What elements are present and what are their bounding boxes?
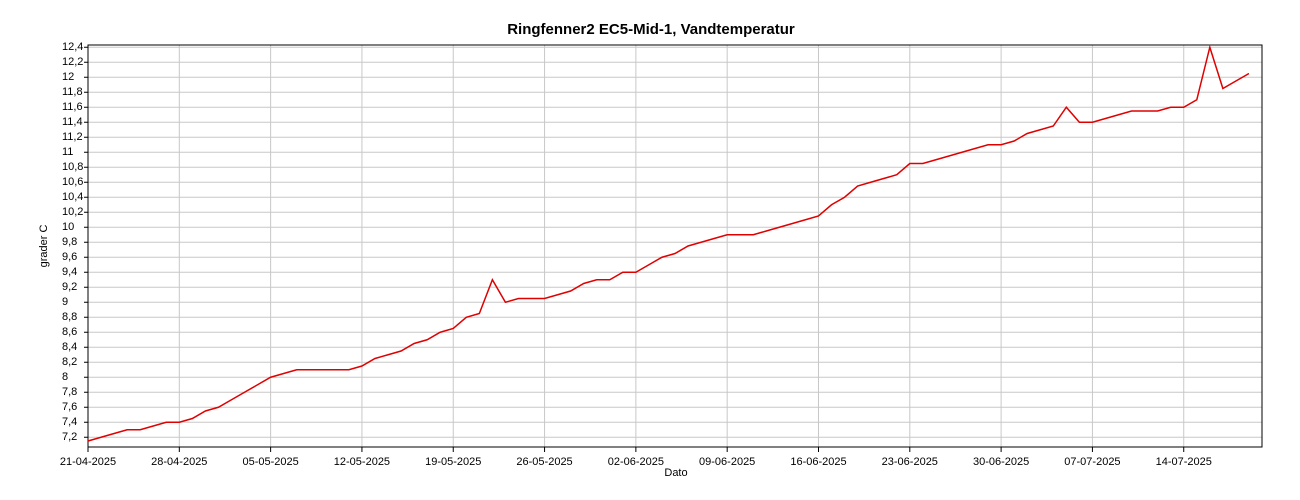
y-tick-label: 7,6 [62,401,77,413]
y-tick-label: 11,6 [62,101,83,113]
x-tick-label: 14-07-2025 [1156,456,1212,468]
x-tick-label: 26-05-2025 [516,456,572,468]
x-tick-label: 23-06-2025 [882,456,938,468]
y-tick-label: 10,8 [62,161,83,173]
y-tick-label: 10,6 [62,176,83,188]
x-tick-label: 07-07-2025 [1064,456,1120,468]
x-tick-label: 02-06-2025 [608,456,664,468]
y-tick-label: 9,8 [62,236,77,248]
y-tick-label: 9,2 [62,281,77,293]
y-axis-label: grader C [38,225,50,268]
y-tick-label: 7,8 [62,386,77,398]
x-tick-label: 28-04-2025 [151,456,207,468]
x-tick-label: 09-06-2025 [699,456,755,468]
y-tick-label: 12,4 [62,41,83,53]
x-tick-label: 12-05-2025 [334,456,390,468]
y-tick-label: 8,8 [62,311,77,323]
y-tick-label: 9,6 [62,251,77,263]
y-tick-label: 7,4 [62,416,77,428]
y-tick-label: 10,4 [62,191,83,203]
y-tick-label: 11 [62,146,73,158]
y-tick-label: 10,2 [62,206,83,218]
y-tick-label: 8,4 [62,341,77,353]
y-tick-label: 12,2 [62,56,83,68]
y-tick-label: 8,6 [62,326,77,338]
y-tick-label: 7,2 [62,431,77,443]
y-tick-label: 12 [62,71,74,83]
x-axis-label: Dato [664,467,687,479]
x-tick-label: 30-06-2025 [973,456,1029,468]
chart-title: Ringfenner2 EC5-Mid-1, Vandtemperatur [507,21,795,38]
plot-frame [87,44,1263,448]
data-line [87,44,1250,442]
x-tick-label: 21-04-2025 [60,456,116,468]
y-tick-label: 8 [62,371,68,383]
x-tick-label: 16-06-2025 [790,456,846,468]
x-tick-label: 05-05-2025 [242,456,298,468]
y-tick-label: 11,2 [62,131,83,143]
y-tick-label: 9 [62,296,68,308]
y-tick-label: 11,4 [62,116,83,128]
y-tick-label: 11,8 [62,86,83,98]
y-tick-label: 8,2 [62,356,77,368]
y-tick-label: 10 [62,221,74,233]
x-tick-label: 19-05-2025 [425,456,481,468]
y-tick-label: 9,4 [62,266,77,278]
